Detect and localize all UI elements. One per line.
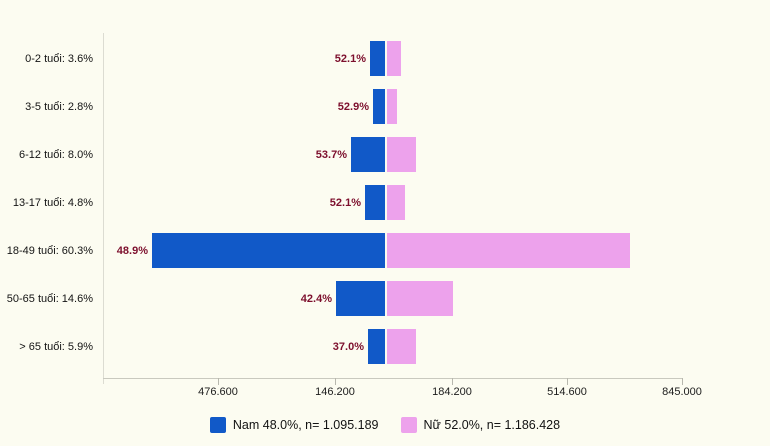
male-bar[interactable] (368, 329, 385, 364)
x-axis-tick (335, 378, 336, 385)
male-bar[interactable] (351, 137, 385, 172)
female-legend-label: Nữ 52.0%, n= 1.186.428 (423, 418, 561, 432)
x-axis-line (103, 378, 683, 379)
age-group-label: 6-12 tuổi: 8.0% (19, 149, 93, 161)
x-axis-tick (567, 378, 568, 385)
age-group-label: > 65 tuổi: 5.9% (19, 341, 93, 353)
female-bar[interactable] (387, 281, 453, 316)
x-axis-tick-label: 476.600 (198, 386, 238, 398)
female-bar[interactable] (387, 233, 630, 268)
male-percent-label: 52.1% (329, 197, 361, 209)
female-bar[interactable] (387, 185, 405, 220)
male-bar[interactable] (370, 41, 385, 76)
female-bar[interactable] (387, 41, 401, 76)
female-bar[interactable] (387, 329, 416, 364)
male-percent-label: 37.0% (332, 341, 364, 353)
male-legend-label: Nam 48.0%, n= 1.095.189 (232, 418, 379, 432)
x-axis-tick-label: 146.200 (315, 386, 355, 398)
age-group-label: 0-2 tuổi: 3.6% (25, 53, 93, 65)
x-axis-tick (218, 378, 219, 385)
age-group-label: 18-49 tuổi: 60.3% (6, 245, 93, 257)
legend-item-female[interactable]: Nữ 52.0%, n= 1.186.428 (400, 417, 561, 433)
male-bar[interactable] (336, 281, 385, 316)
male-bar[interactable] (152, 233, 385, 268)
x-axis-tick-label: 845.000 (662, 386, 702, 398)
male-percent-label: 52.1% (334, 53, 366, 65)
x-axis-tick (682, 378, 683, 385)
male-percent-label: 42.4% (300, 293, 332, 305)
x-axis-tick-label: 184.200 (432, 386, 472, 398)
female-legend-swatch (400, 417, 417, 433)
chart-legend: Nam 48.0%, n= 1.095.189 Nữ 52.0%, n= 1.1… (0, 417, 770, 433)
male-legend-swatch (209, 417, 226, 433)
male-percent-label: 48.9% (116, 245, 148, 257)
age-group-label: 3-5 tuổi: 2.8% (25, 101, 93, 113)
age-group-label: 50-65 tuổi: 14.6% (6, 293, 93, 305)
male-bar[interactable] (365, 185, 385, 220)
x-axis-tick-label: 514.600 (547, 386, 587, 398)
y-axis-line (103, 33, 104, 384)
female-bar[interactable] (387, 89, 397, 124)
female-bar[interactable] (387, 137, 416, 172)
male-percent-label: 53.7% (315, 149, 347, 161)
legend-item-male[interactable]: Nam 48.0%, n= 1.095.189 (209, 417, 379, 433)
male-bar[interactable] (373, 89, 385, 124)
male-percent-label: 52.9% (337, 101, 369, 113)
age-group-label: 13-17 tuổi: 4.8% (12, 197, 93, 209)
x-axis-tick (452, 378, 453, 385)
